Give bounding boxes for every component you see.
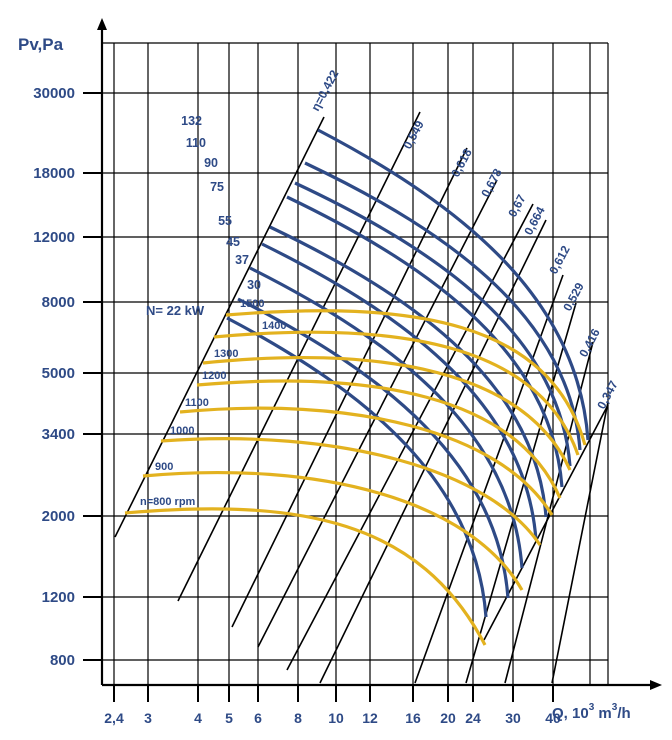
power-label-22kw: N= 22 kW: [146, 303, 205, 318]
speed-label: 1000: [170, 425, 194, 437]
efficiency-label: 0,416: [576, 326, 603, 359]
efficiency-label: 0,612: [546, 243, 573, 276]
x-axis-title: Q, 103 m3/h: [552, 702, 631, 722]
power-label: 110: [186, 136, 206, 150]
efficiency-label: 0,618: [448, 146, 475, 179]
x-tick-label: 20: [440, 710, 456, 726]
x-tick-label: 3: [144, 710, 152, 726]
y-tick-label: 30000: [33, 85, 75, 102]
speed-curves: [124, 309, 587, 646]
speed-label: 1300: [214, 348, 238, 360]
y-tick-label: 800: [50, 652, 75, 669]
x-tick-label: 10: [328, 710, 344, 726]
power-label: 45: [226, 235, 240, 249]
x-tick-label: 6: [254, 710, 262, 726]
labels: 30000 18000 12000 8000 5000 3400 2000 1200 800 2,…: [33, 67, 621, 726]
power-label: 55: [218, 214, 232, 228]
speed-label: n=800 rpm: [140, 496, 196, 508]
y-tick-label: 1200: [42, 589, 75, 606]
speed-label: 1200: [202, 370, 226, 382]
efficiency-label: 0,529: [560, 280, 587, 313]
y-tick-label: 8000: [42, 294, 75, 311]
power-label: 90: [204, 156, 218, 170]
speed-label: 1100: [185, 397, 209, 409]
efficiency-label: 0,347: [594, 378, 621, 411]
x-tick-label: 16: [405, 710, 421, 726]
axes: [83, 18, 662, 702]
x-tick-label: 12: [362, 710, 378, 726]
x-tick-label: 4: [194, 710, 202, 726]
y-tick-label: 12000: [33, 229, 75, 246]
y-axis-title: Pv,Pa: [18, 35, 64, 54]
grid: [102, 42, 609, 685]
x-tick-label: 2,4: [104, 710, 124, 726]
power-label: 37: [235, 253, 249, 267]
x-tick-label: 5: [225, 710, 233, 726]
x-tick-label: 24: [465, 710, 481, 726]
power-label: 75: [210, 180, 224, 194]
x-tick-label: 8: [294, 710, 302, 726]
power-label: 132: [181, 114, 202, 128]
x-tick-label: 30: [505, 710, 521, 726]
y-tick-label: 2000: [42, 508, 75, 525]
x-tick-label: 40: [545, 710, 561, 726]
efficiency-label: 0,549: [400, 118, 427, 151]
speed-label: 1400: [262, 320, 286, 332]
y-tick-label: 3400: [42, 426, 75, 443]
efficiency-label: η=0,422: [308, 67, 341, 113]
speed-label: 900: [155, 461, 173, 473]
y-tick-label: 5000: [42, 365, 75, 382]
efficiency-label: 0,664: [521, 204, 548, 237]
y-tick-label: 18000: [33, 165, 75, 182]
efficiency-label: 0,678: [478, 166, 505, 199]
efficiency-label: 0,67: [505, 192, 528, 219]
speed-label: 1500: [240, 298, 264, 310]
power-label: 30: [247, 278, 261, 292]
